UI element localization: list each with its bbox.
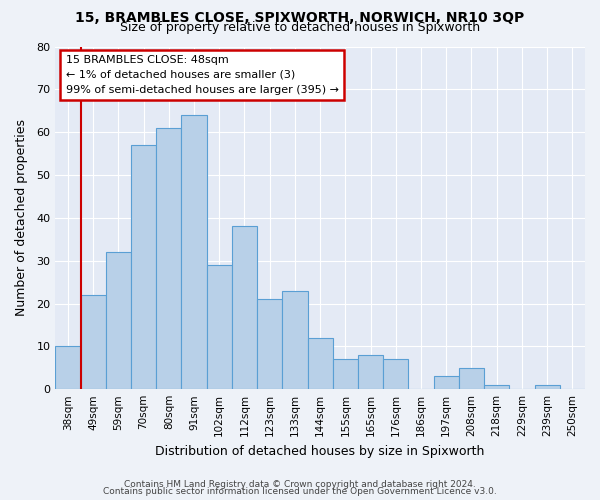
Bar: [308, 338, 333, 389]
Y-axis label: Number of detached properties: Number of detached properties: [15, 120, 28, 316]
Bar: [181, 115, 206, 389]
Bar: [55, 346, 80, 389]
Text: 15, BRAMBLES CLOSE, SPIXWORTH, NORWICH, NR10 3QP: 15, BRAMBLES CLOSE, SPIXWORTH, NORWICH, …: [76, 11, 524, 25]
Bar: [484, 385, 509, 389]
Bar: [535, 385, 560, 389]
Bar: [383, 359, 409, 389]
Bar: [434, 376, 459, 389]
Text: Contains HM Land Registry data © Crown copyright and database right 2024.: Contains HM Land Registry data © Crown c…: [124, 480, 476, 489]
Bar: [459, 368, 484, 389]
Bar: [80, 295, 106, 389]
Bar: [283, 290, 308, 389]
Bar: [206, 265, 232, 389]
Bar: [333, 359, 358, 389]
X-axis label: Distribution of detached houses by size in Spixworth: Distribution of detached houses by size …: [155, 444, 485, 458]
Bar: [131, 145, 156, 389]
Bar: [257, 299, 283, 389]
Bar: [106, 252, 131, 389]
Bar: [156, 128, 181, 389]
Bar: [232, 226, 257, 389]
Text: 15 BRAMBLES CLOSE: 48sqm
← 1% of detached houses are smaller (3)
99% of semi-det: 15 BRAMBLES CLOSE: 48sqm ← 1% of detache…: [66, 55, 339, 94]
Bar: [358, 355, 383, 389]
Text: Size of property relative to detached houses in Spixworth: Size of property relative to detached ho…: [120, 22, 480, 35]
Text: Contains public sector information licensed under the Open Government Licence v3: Contains public sector information licen…: [103, 487, 497, 496]
